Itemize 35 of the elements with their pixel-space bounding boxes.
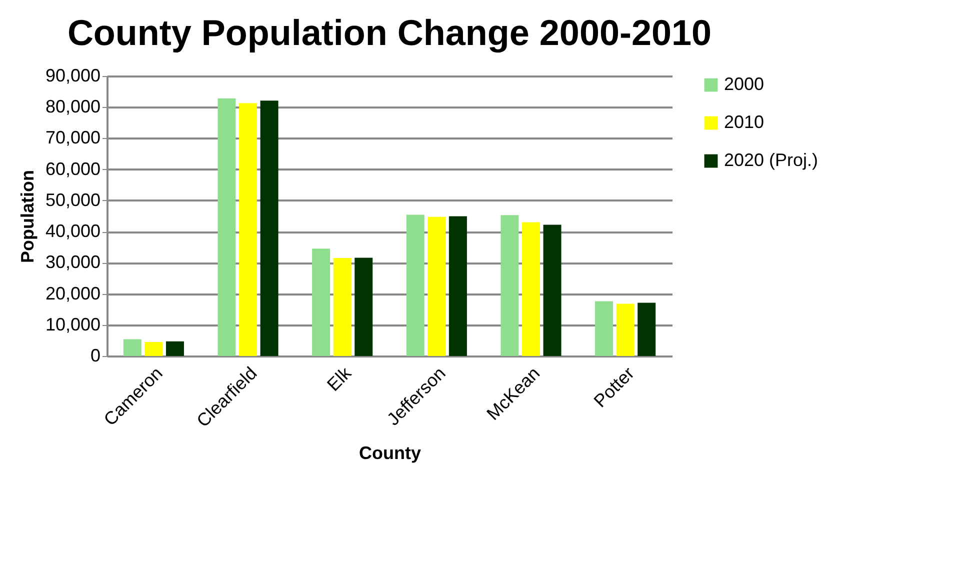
y-tick-label: 70,000 xyxy=(45,128,100,148)
bar xyxy=(239,103,258,356)
legend-label: 2020 (Proj.) xyxy=(724,150,818,170)
bar xyxy=(638,302,656,356)
y-tick-label: 60,000 xyxy=(45,158,100,179)
bar xyxy=(312,248,330,356)
y-tick-label: 80,000 xyxy=(45,96,100,117)
y-tick-label: 10,000 xyxy=(45,314,100,334)
bar xyxy=(218,98,236,356)
bar xyxy=(500,215,519,356)
x-axis-title: County xyxy=(359,442,421,463)
y-tick-label: 20,000 xyxy=(45,283,100,304)
bar xyxy=(260,100,278,356)
bar xyxy=(333,258,352,356)
legend-label: 2000 xyxy=(724,74,764,94)
y-tick-label: 40,000 xyxy=(45,221,100,242)
bar xyxy=(123,339,142,356)
x-tick-label: Elk xyxy=(323,362,356,395)
y-tick-label: 0 xyxy=(90,346,100,366)
bar xyxy=(354,258,373,356)
y-axis-title: Population xyxy=(17,170,38,263)
chart-title: County Population Change 2000-2010 xyxy=(67,12,712,53)
bar xyxy=(144,342,163,356)
bar xyxy=(428,216,446,356)
y-tick-label: 90,000 xyxy=(45,66,100,86)
bar xyxy=(616,304,634,356)
bar xyxy=(595,301,614,356)
legend-label: 2010 xyxy=(724,112,764,132)
bar xyxy=(406,214,424,356)
bar xyxy=(522,222,540,356)
bar xyxy=(448,216,467,356)
bar xyxy=(166,341,184,356)
y-tick-label: 30,000 xyxy=(45,252,100,272)
y-tick-label: 50,000 xyxy=(45,190,100,210)
bar xyxy=(543,224,562,356)
